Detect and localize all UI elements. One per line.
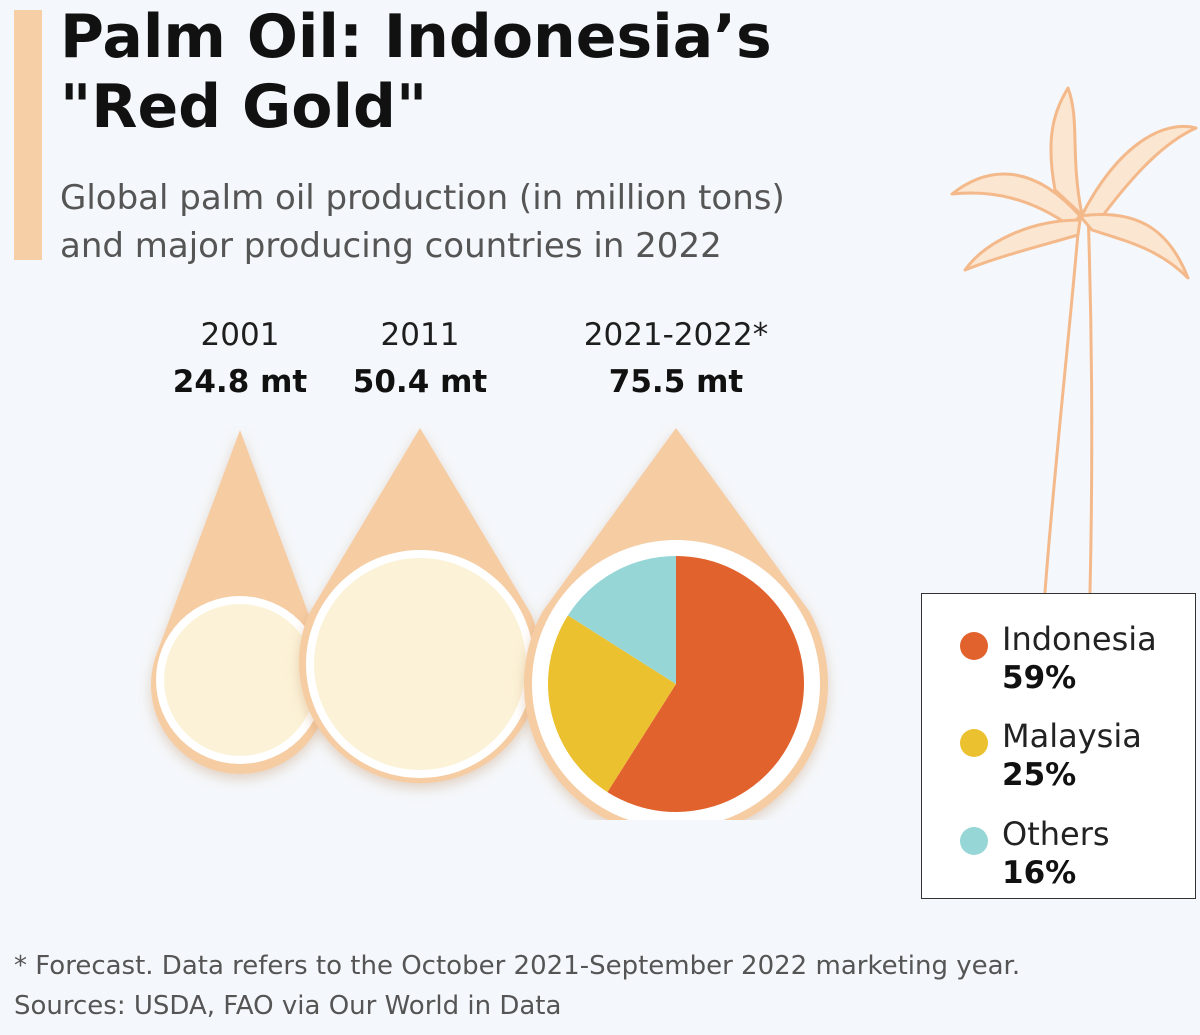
pie-slice-indonesia bbox=[607, 556, 804, 812]
palm-tree-icon bbox=[950, 86, 1198, 594]
production-chart: 2001 24.8 mt 2011 50.4 mt 2021-2022* 75.… bbox=[150, 317, 828, 820]
footnote: * Forecast. Data refers to the October 2… bbox=[14, 951, 1021, 1021]
drop-inner bbox=[164, 604, 316, 756]
value-label-2011: 50.4 mt bbox=[353, 364, 488, 400]
legend-dot bbox=[960, 729, 988, 757]
title-accent-bar bbox=[14, 10, 42, 260]
drop-2011 bbox=[299, 428, 541, 784]
legend-dot bbox=[960, 827, 988, 855]
year-label-2011: 2011 bbox=[381, 317, 460, 353]
legend-percent: 25% bbox=[1002, 757, 1077, 793]
share-pie bbox=[548, 556, 804, 812]
drop-2022 bbox=[524, 428, 828, 820]
page-subtitle: Global palm oil production (in million t… bbox=[60, 178, 785, 266]
legend: Indonesia 59% Malaysia 25% Others 16% bbox=[921, 593, 1196, 899]
pie-slice-others bbox=[567, 556, 676, 684]
value-label-2022: 75.5 mt bbox=[609, 364, 744, 400]
year-label-2001: 2001 bbox=[201, 317, 280, 353]
year-label-2022: 2021-2022* bbox=[584, 317, 768, 353]
legend-dot bbox=[960, 632, 988, 660]
pie-slice-malaysia bbox=[548, 615, 676, 793]
drop-2001 bbox=[150, 430, 330, 774]
legend-percent: 16% bbox=[1002, 855, 1077, 891]
legend-label: Others bbox=[1002, 815, 1110, 853]
legend-percent: 59% bbox=[1002, 660, 1077, 696]
page-title: Palm Oil: Indonesia’s "Red Gold" bbox=[60, 2, 772, 142]
legend-label: Malaysia bbox=[1002, 717, 1142, 755]
drop-inner bbox=[314, 558, 526, 770]
legend-label: Indonesia bbox=[1002, 620, 1157, 658]
value-label-2001: 24.8 mt bbox=[173, 364, 308, 400]
